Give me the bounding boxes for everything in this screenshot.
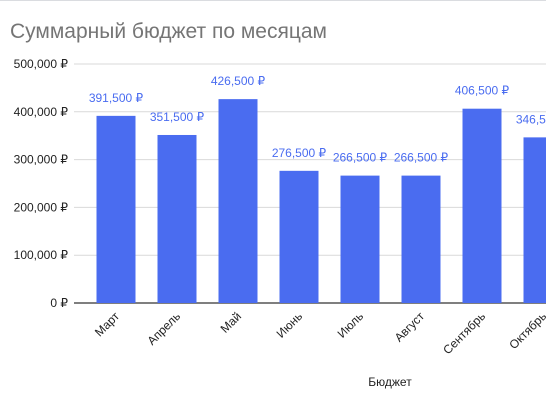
x-axis-title: Бюджет bbox=[368, 375, 412, 389]
x-category-label: Июль bbox=[335, 309, 367, 341]
y-tick-label: 300,000 ₽ bbox=[14, 153, 69, 167]
x-category-label: Март bbox=[92, 309, 123, 340]
data-label: 426,500 ₽ bbox=[211, 74, 266, 88]
y-tick-label: 500,000 ₽ bbox=[14, 57, 69, 71]
x-category-label: Апрель bbox=[144, 309, 183, 348]
data-label: 266,500 ₽ bbox=[394, 151, 449, 165]
data-label: 351,500 ₽ bbox=[150, 110, 205, 124]
chart-title: Суммарный бюджет по месяцам bbox=[10, 20, 327, 43]
bar bbox=[218, 99, 258, 304]
bar bbox=[523, 137, 546, 303]
y-tick-label: 200,000 ₽ bbox=[14, 200, 69, 214]
data-labels: 391,500 ₽ 351,500 ₽ 426,500 ₽ 276,500 ₽ 266,… bbox=[89, 74, 546, 164]
bar bbox=[340, 175, 380, 303]
y-tick-label: 400,000 ₽ bbox=[14, 105, 69, 119]
x-category-label: Май bbox=[218, 309, 245, 336]
data-label: 266,500 ₽ bbox=[333, 151, 388, 165]
top-border bbox=[0, 0, 546, 1]
y-axis-ticks: 0 ₽ 100,000 ₽ 200,000 ₽ 300,000 ₽ 400,000 ₽ 5… bbox=[14, 57, 69, 310]
x-axis-categories: Март Апрель Май Июнь Июль Август Сентябрь Октяб… bbox=[92, 309, 546, 357]
bars bbox=[96, 99, 546, 304]
y-tick-label: 0 ₽ bbox=[50, 296, 68, 310]
data-label: 406,500 ₽ bbox=[455, 84, 510, 98]
bar bbox=[401, 175, 441, 303]
bar bbox=[96, 115, 136, 303]
bar bbox=[462, 108, 502, 304]
x-category-label: Сентябрь bbox=[440, 309, 488, 357]
data-label: 346,500 ₽ bbox=[516, 112, 546, 126]
bar bbox=[279, 170, 319, 303]
bar bbox=[157, 134, 197, 303]
x-category-label: Октябрь bbox=[506, 309, 546, 352]
x-category-label: Июнь bbox=[274, 309, 305, 340]
data-label: 276,500 ₽ bbox=[272, 146, 327, 160]
x-category-label: Август bbox=[392, 309, 428, 345]
y-tick-label: 100,000 ₽ bbox=[14, 248, 69, 262]
data-label: 391,500 ₽ bbox=[89, 91, 144, 105]
